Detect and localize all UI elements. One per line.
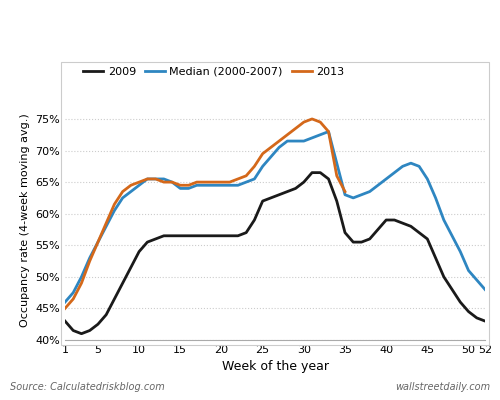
2013	[169, 180, 175, 184]
2013	[70, 296, 76, 301]
2013	[136, 180, 142, 184]
2009	[103, 312, 109, 317]
2013	[260, 151, 266, 156]
2013	[128, 183, 134, 188]
Median (2000-2007)	[95, 240, 101, 244]
2013	[301, 120, 307, 124]
2013	[103, 221, 109, 226]
2009	[292, 186, 298, 191]
2013	[243, 173, 249, 178]
Median (2000-2007)	[62, 300, 68, 304]
X-axis label: Week of the year: Week of the year	[222, 360, 328, 374]
2009	[62, 319, 68, 324]
2009	[218, 233, 224, 238]
Text: wallstreetdaily.com: wallstreetdaily.com	[395, 382, 490, 392]
2013	[120, 189, 126, 194]
2013	[144, 176, 150, 181]
Line: 2013: 2013	[65, 119, 345, 308]
2013	[292, 126, 298, 131]
2013	[161, 180, 167, 184]
Median (2000-2007)	[318, 132, 324, 137]
Text: Less and Less Room At the Inn: Less and Less Room At the Inn	[12, 17, 374, 37]
2009	[350, 240, 356, 244]
Text: Source: Calculatedriskblog.com: Source: Calculatedriskblog.com	[10, 382, 165, 392]
2009	[482, 319, 488, 324]
2013	[268, 145, 274, 150]
2013	[78, 281, 84, 286]
2013	[276, 139, 282, 144]
2013	[252, 164, 258, 169]
2013	[152, 176, 158, 181]
2013	[326, 129, 332, 134]
Median (2000-2007)	[210, 183, 216, 188]
2009	[78, 331, 84, 336]
2013	[235, 176, 241, 181]
2013	[95, 240, 101, 244]
2013	[284, 132, 290, 137]
Legend: 2009, Median (2000-2007), 2013: 2009, Median (2000-2007), 2013	[79, 62, 348, 81]
2009	[334, 199, 340, 204]
2013	[318, 120, 324, 124]
2013	[194, 180, 200, 184]
2013	[226, 180, 232, 184]
2013	[202, 180, 208, 184]
2009	[309, 170, 315, 175]
2009	[268, 196, 274, 200]
2013	[334, 173, 340, 178]
2013	[178, 183, 184, 188]
2013	[218, 180, 224, 184]
Text: Hotel occupancy rates by week: Hotel occupancy rates by week	[12, 52, 209, 65]
Median (2000-2007)	[458, 249, 464, 254]
Median (2000-2007)	[326, 129, 332, 134]
2013	[112, 202, 117, 207]
2013	[210, 180, 216, 184]
2013	[62, 306, 68, 311]
2013	[309, 116, 315, 121]
2013	[186, 183, 192, 188]
2013	[86, 259, 92, 264]
Line: 2009: 2009	[65, 173, 485, 334]
Y-axis label: Occupancy rate (4-week moving avg.): Occupancy rate (4-week moving avg.)	[20, 113, 30, 327]
Line: Median (2000-2007): Median (2000-2007)	[65, 132, 485, 302]
2013	[342, 189, 348, 194]
Median (2000-2007)	[342, 192, 348, 197]
Median (2000-2007)	[260, 164, 266, 169]
Median (2000-2007)	[482, 287, 488, 292]
